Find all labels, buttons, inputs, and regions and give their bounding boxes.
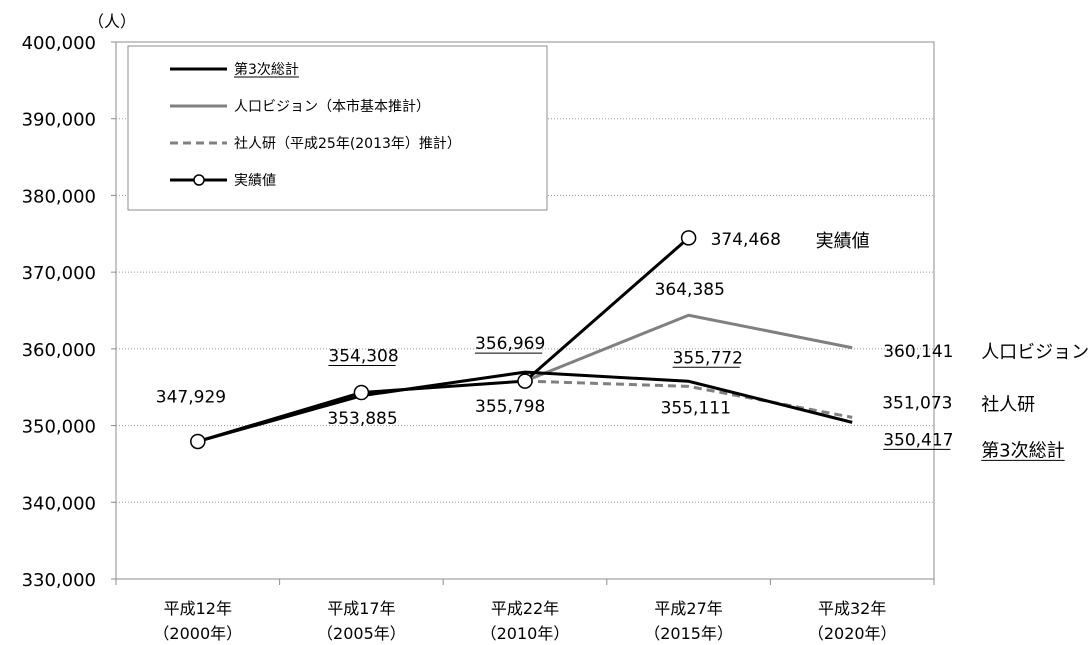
data-label: 347,929	[156, 387, 226, 407]
legend-item-dai3ji: 第3次総計	[170, 61, 299, 78]
data-label: 354,308	[328, 347, 398, 367]
x-tick-label-line1: 平成32年	[818, 599, 886, 618]
data-label: 364,385	[655, 280, 725, 300]
data-label: 351,073	[882, 393, 952, 413]
legend-label: 実績値	[234, 173, 276, 189]
legend-label: 人口ビジョン（本市基本推計）	[234, 98, 430, 115]
y-tick-label: 390,000	[22, 110, 96, 131]
y-tick-label: 400,000	[22, 33, 96, 54]
axes	[111, 41, 935, 585]
legend-label: 第3次総計	[234, 61, 299, 78]
y-tick-labels: 330,000 340,000 350,000 360,000 370,000 380,0…	[22, 33, 96, 591]
data-label: 360,141	[883, 342, 953, 362]
series-line-jisseki	[197, 236, 690, 443]
legend-item-shajinken: 社人研（平成25年(2013年）推計）	[170, 136, 461, 152]
series-lines	[197, 236, 853, 443]
data-point-jisseki	[680, 230, 697, 246]
legend-item-jinko: 人口ビジョン（本市基本推計）	[170, 98, 430, 115]
data-label: 355,798	[475, 397, 545, 417]
series-line-dai3ji	[197, 370, 853, 443]
x-tick-label-line1: 平成22年	[491, 599, 559, 618]
data-point-jisseki	[353, 384, 370, 401]
data-label: 374,468	[711, 230, 781, 250]
y-tick-label: 330,000	[22, 570, 96, 591]
x-tick-label-line2: （2015年）	[644, 624, 733, 643]
x-tick-label-line2: （2020年）	[808, 624, 897, 643]
data-labels: 347,929 354,308 353,885 356,969 355,798 374,4…	[156, 230, 954, 451]
x-tick-label-line2: （2010年）	[481, 624, 570, 643]
series-line-shajinken	[524, 379, 853, 419]
x-tick-label-line1: 平成12年	[164, 599, 232, 618]
y-tick-label: 370,000	[22, 263, 96, 284]
x-tick-label-line1: 平成17年	[327, 599, 395, 618]
x-tick-label: 平成12年 （2000年）	[153, 599, 242, 643]
series-line-jinko	[524, 313, 853, 383]
end-label-shajinken: 社人研	[981, 394, 1035, 415]
end-label-dai3ji: 第3次総計	[981, 440, 1064, 461]
end-label-jisseki: 実績値	[816, 231, 870, 252]
data-label: 353,885	[327, 409, 397, 429]
x-tick-label-line1: 平成27年	[654, 599, 722, 618]
legend-box	[127, 45, 548, 211]
legend-label: 社人研（平成25年(2013年）推計）	[234, 136, 461, 152]
plot-area-border	[115, 41, 935, 580]
y-unit-label: （人）	[88, 12, 136, 31]
x-tick-label: 平成32年 （2020年）	[808, 599, 897, 643]
data-label: 355,111	[661, 398, 731, 418]
x-tick-label: 平成27年 （2015年）	[644, 599, 733, 643]
data-label: 350,417	[883, 430, 953, 450]
data-label: 355,772	[673, 348, 743, 368]
y-tick-label: 340,000	[22, 493, 96, 514]
y-tick-label: 360,000	[22, 340, 96, 361]
data-label: 356,969	[475, 334, 545, 354]
series-markers	[190, 230, 697, 450]
y-tick-label: 380,000	[22, 186, 96, 207]
x-tick-labels: 平成12年 （2000年） 平成17年 （2005年） 平成22年 （2010年） 平成27…	[153, 599, 896, 643]
x-tick-label-line2: （2005年）	[317, 624, 406, 643]
x-tick-label: 平成22年 （2010年）	[481, 599, 570, 643]
end-label-jinko: 人口ビジョン	[981, 342, 1089, 363]
data-point-jisseki	[517, 373, 533, 389]
x-tick-label-line2: （2000年）	[153, 624, 242, 643]
x-tick-label: 平成17年 （2005年）	[317, 599, 406, 643]
legend-item-jisseki: 実績値	[170, 173, 276, 189]
data-point-jisseki	[190, 433, 206, 450]
legend-marker	[193, 174, 205, 186]
y-tick-label: 350,000	[22, 417, 96, 438]
